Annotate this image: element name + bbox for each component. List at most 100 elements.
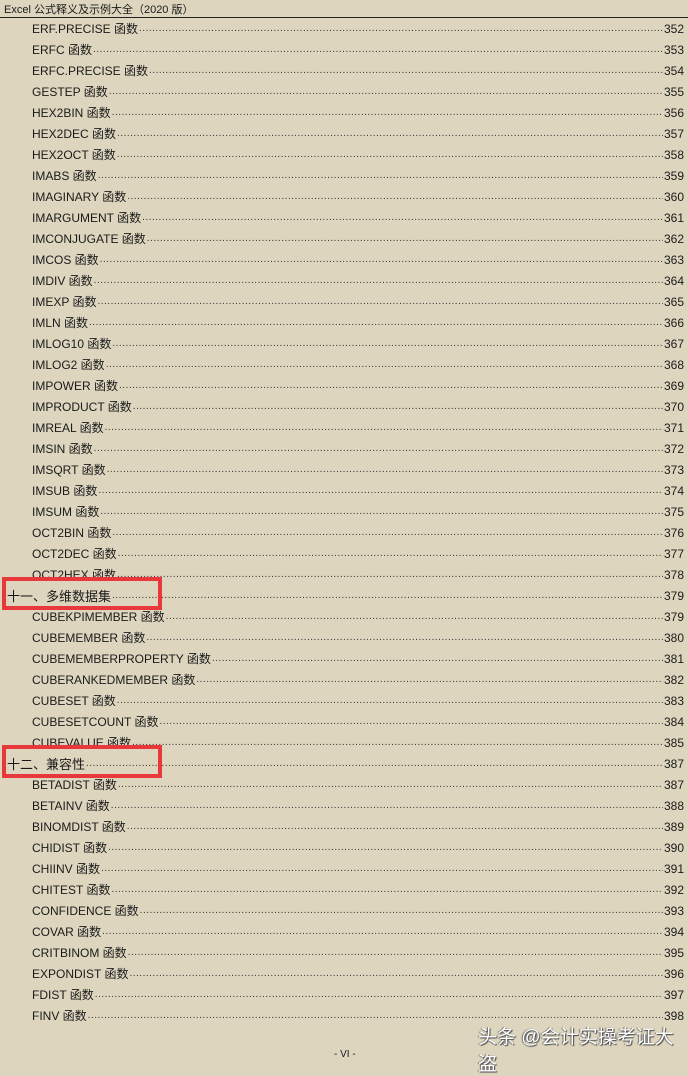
dot-leader bbox=[95, 989, 663, 1000]
dot-leader bbox=[127, 821, 663, 832]
toc-entry[interactable]: IMLN 函数 366 bbox=[0, 312, 684, 333]
dot-leader bbox=[105, 422, 663, 433]
toc-entry[interactable]: IMLOG10 函数 367 bbox=[0, 333, 684, 354]
toc-section-heading[interactable]: 十二、兼容性 387 bbox=[0, 753, 684, 774]
toc-entry[interactable]: IMAGINARY 函数 360 bbox=[0, 186, 684, 207]
dot-leader bbox=[111, 800, 663, 811]
toc-entry[interactable]: CUBESETCOUNT 函数 384 bbox=[0, 711, 684, 732]
toc-entry-label: IMARGUMENT 函数 bbox=[32, 211, 142, 225]
dot-leader bbox=[94, 443, 663, 454]
toc-entry[interactable]: IMSUM 函数 375 bbox=[0, 501, 684, 522]
toc-entry[interactable]: CHIINV 函数 391 bbox=[0, 858, 684, 879]
highlight-box bbox=[2, 577, 162, 610]
toc-entry-label: ERFC.PRECISE 函数 bbox=[32, 64, 149, 78]
dot-leader bbox=[98, 170, 663, 181]
toc-entry[interactable]: ERFC.PRECISE 函数 354 bbox=[0, 60, 684, 81]
dot-leader bbox=[149, 65, 663, 76]
toc-entry[interactable]: IMPOWER 函数 369 bbox=[0, 375, 684, 396]
toc-entry[interactable]: CUBEKPIMEMBER 函数 379 bbox=[0, 606, 684, 627]
toc-entry-label: HEX2BIN 函数 bbox=[32, 106, 111, 120]
toc-entry[interactable]: OCT2DEC 函数 377 bbox=[0, 543, 684, 564]
header-divider bbox=[0, 17, 688, 18]
toc-page-number: 384 bbox=[663, 714, 684, 729]
toc-entry[interactable]: CHIDIST 函数 390 bbox=[0, 837, 684, 858]
toc-entry[interactable]: EXPONDIST 函数 396 bbox=[0, 963, 684, 984]
toc-entry-label: IMLOG2 函数 bbox=[32, 358, 105, 372]
toc-page-number: 376 bbox=[663, 525, 684, 540]
toc-page-number: 396 bbox=[663, 966, 684, 981]
dot-leader bbox=[133, 401, 663, 412]
toc-entry[interactable]: IMSQRT 函数 373 bbox=[0, 459, 684, 480]
toc-entry[interactable]: BINOMDIST 函数 389 bbox=[0, 816, 684, 837]
dot-leader bbox=[139, 23, 663, 34]
toc-page-number: 358 bbox=[663, 147, 684, 162]
toc-entry-label: IMSIN 函数 bbox=[32, 442, 93, 456]
toc-page-number: 357 bbox=[663, 126, 684, 141]
toc-page-number: 360 bbox=[663, 189, 684, 204]
toc-entry[interactable]: IMPRODUCT 函数 370 bbox=[0, 396, 684, 417]
toc-entry[interactable]: COVAR 函数 394 bbox=[0, 921, 684, 942]
dot-leader bbox=[111, 884, 663, 895]
toc-entry[interactable]: IMSIN 函数 372 bbox=[0, 438, 684, 459]
dot-leader bbox=[102, 926, 663, 937]
toc-entry-label: IMLOG10 函数 bbox=[32, 337, 112, 351]
toc-entry[interactable]: CUBEMEMBER 函数 380 bbox=[0, 627, 684, 648]
toc-entry-label: BETADIST 函数 bbox=[32, 778, 117, 792]
dot-leader bbox=[127, 191, 663, 202]
dot-leader bbox=[100, 254, 663, 265]
toc-entry-label: IMEXP 函数 bbox=[32, 295, 97, 309]
toc-entry-label: IMCOS 函数 bbox=[32, 253, 99, 267]
toc-entry[interactable]: IMCONJUGATE 函数 362 bbox=[0, 228, 684, 249]
toc-page-number: 393 bbox=[663, 903, 684, 918]
toc-entry[interactable]: CUBERANKEDMEMBER 函数 382 bbox=[0, 669, 684, 690]
toc-section-heading[interactable]: 十一、多维数据集 379 bbox=[0, 585, 684, 606]
toc-entry-label: IMABS 函数 bbox=[32, 169, 97, 183]
toc-entry-label: FINV 函数 bbox=[32, 1009, 87, 1023]
toc-page-number: 387 bbox=[663, 777, 684, 792]
toc-entry[interactable]: GESTEP 函数 355 bbox=[0, 81, 684, 102]
toc-entry[interactable]: ERF.PRECISE 函数 352 bbox=[0, 18, 684, 39]
toc-entry-label: OCT2DEC 函数 bbox=[32, 547, 117, 561]
toc-entry[interactable]: IMSUB 函数 374 bbox=[0, 480, 684, 501]
toc-entry[interactable]: CRITBINOM 函数 395 bbox=[0, 942, 684, 963]
toc-page-number: 374 bbox=[663, 483, 684, 498]
toc-entry[interactable]: IMREAL 函数 371 bbox=[0, 417, 684, 438]
toc-entry[interactable]: CHITEST 函数 392 bbox=[0, 879, 684, 900]
toc-entry-label: COVAR 函数 bbox=[32, 925, 102, 939]
toc-entry[interactable]: IMEXP 函数 365 bbox=[0, 291, 684, 312]
document-header: Excel 公式释义及示例大全（2020 版） bbox=[4, 4, 194, 16]
toc-entry-label: CRITBINOM 函数 bbox=[32, 946, 127, 960]
toc-entry[interactable]: OCT2BIN 函数 376 bbox=[0, 522, 684, 543]
toc-entry[interactable]: ERFC 函数 353 bbox=[0, 39, 684, 60]
toc-entry[interactable]: CUBEMEMBERPROPERTY 函数 381 bbox=[0, 648, 684, 669]
toc-entry[interactable]: FINV 函数 398 bbox=[0, 1005, 684, 1026]
toc-entry[interactable]: IMABS 函数 359 bbox=[0, 165, 684, 186]
dot-leader bbox=[112, 590, 663, 601]
toc-entry[interactable]: BETADIST 函数 387 bbox=[0, 774, 684, 795]
toc-page-number: 362 bbox=[663, 231, 684, 246]
toc-entry-label: BETAINV 函数 bbox=[32, 799, 110, 813]
toc-page-number: 388 bbox=[663, 798, 684, 813]
toc-entry[interactable]: IMARGUMENT 函数 361 bbox=[0, 207, 684, 228]
dot-leader bbox=[93, 44, 663, 55]
toc-entry[interactable]: HEX2BIN 函数 356 bbox=[0, 102, 684, 123]
toc-entry[interactable]: IMLOG2 函数 368 bbox=[0, 354, 684, 375]
toc-entry-label: IMSUB 函数 bbox=[32, 484, 98, 498]
dot-leader bbox=[109, 86, 663, 97]
dot-leader bbox=[140, 905, 663, 916]
dot-leader bbox=[118, 548, 663, 559]
toc-entry[interactable]: IMDIV 函数 364 bbox=[0, 270, 684, 291]
toc-entry[interactable]: HEX2OCT 函数 358 bbox=[0, 144, 684, 165]
toc-entry[interactable]: HEX2DEC 函数 357 bbox=[0, 123, 684, 144]
toc-entry-label: HEX2OCT 函数 bbox=[32, 148, 116, 162]
toc-page-number: 380 bbox=[663, 630, 684, 645]
toc-entry[interactable]: CONFIDENCE 函数 393 bbox=[0, 900, 684, 921]
toc-entry[interactable]: BETAINV 函数 388 bbox=[0, 795, 684, 816]
toc-entry[interactable]: FDIST 函数 397 bbox=[0, 984, 684, 1005]
toc-page-number: 371 bbox=[663, 420, 684, 435]
toc-entry[interactable]: IMCOS 函数 363 bbox=[0, 249, 684, 270]
toc-page-number: 398 bbox=[663, 1008, 684, 1023]
toc-page-number: 377 bbox=[663, 546, 684, 561]
toc-entry-label: IMCONJUGATE 函数 bbox=[32, 232, 146, 246]
toc-entry[interactable]: CUBESET 函数 383 bbox=[0, 690, 684, 711]
